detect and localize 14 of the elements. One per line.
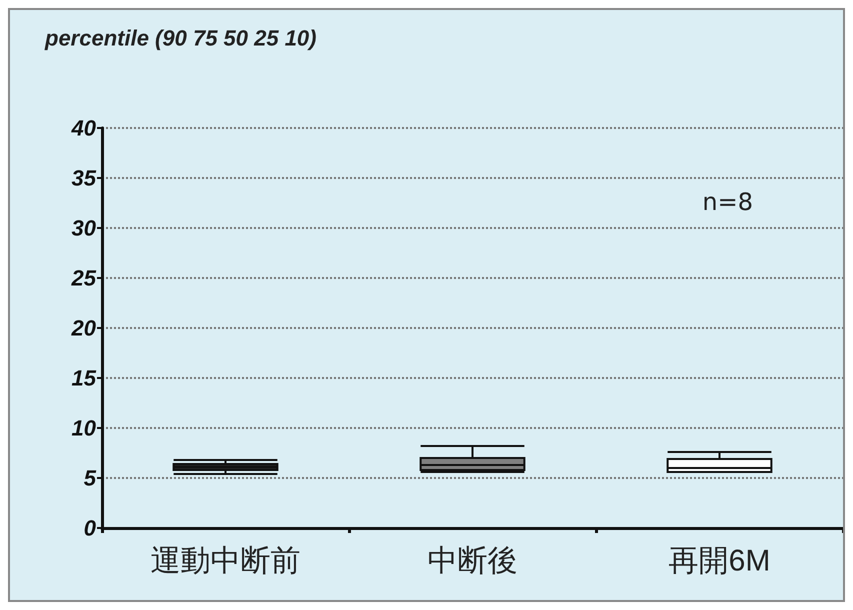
- x-tick-label: 運動中断前: [150, 544, 300, 578]
- y-tick-label: 20: [70, 316, 97, 340]
- y-tick-label: 30: [72, 216, 97, 240]
- x-tick-label: 再開6M: [668, 544, 770, 578]
- y-tick-label: 5: [84, 466, 97, 490]
- chart-title: percentile (90 75 50 25 10): [44, 26, 316, 50]
- y-tick-label: 15: [72, 366, 97, 390]
- y-tick-label: 10: [72, 416, 97, 440]
- y-tick-label: 40: [70, 116, 97, 140]
- x-tick-label: 中断後: [428, 544, 518, 578]
- y-tick-label: 35: [72, 166, 97, 190]
- annotation: n=8: [702, 188, 754, 216]
- y-tick-label: 25: [70, 266, 97, 290]
- y-tick-label: 0: [84, 516, 97, 540]
